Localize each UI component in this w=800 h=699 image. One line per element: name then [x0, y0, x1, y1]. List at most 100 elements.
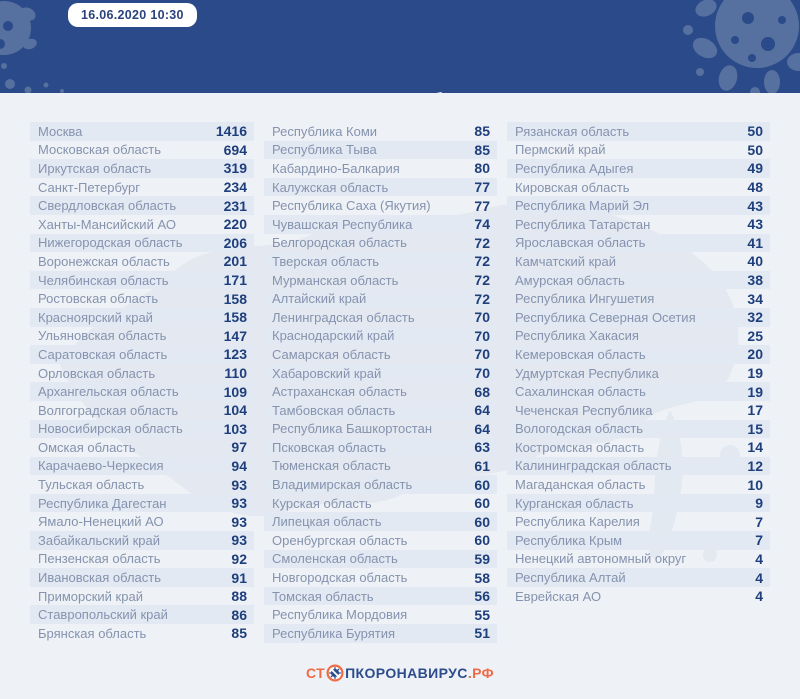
region-name: Республика Бурятия: [272, 625, 396, 641]
region-row: Республика Тыва 85: [264, 140, 497, 160]
region-row: Курская область 60: [264, 494, 497, 513]
region-row: Удмуртская Республика 19: [507, 364, 770, 383]
region-name: Кировская область: [515, 179, 630, 195]
region-row: Камчатский край 40: [507, 252, 770, 271]
region-count: 85: [231, 625, 247, 642]
region-count: 56: [474, 588, 490, 605]
region-name: Алтайский край: [272, 291, 367, 307]
region-count: 68: [474, 383, 490, 400]
region-count: 85: [474, 123, 490, 140]
region-row: Калининградская область 12: [507, 456, 770, 476]
region-row: Ростовская область 158: [30, 289, 254, 308]
region-row: Липецкая область 60: [264, 512, 497, 532]
region-name: Республика Алтай: [515, 570, 626, 586]
region-count: 70: [474, 365, 490, 382]
region-name: Томская область: [272, 588, 374, 604]
region-count: 34: [747, 290, 763, 307]
region-name: Ненецкий автономный округ: [515, 551, 687, 567]
region-row: Чувашская Республика 74: [264, 214, 497, 234]
region-count: 38: [747, 272, 763, 289]
region-row: Республика Алтай 4: [507, 568, 770, 587]
region-row: Еврейская АО 4: [507, 587, 770, 606]
region-count: 93: [231, 495, 247, 512]
region-row: Республика Адыгея 49: [507, 159, 770, 178]
region-name: Забайкальский край: [38, 532, 161, 548]
region-row: Смоленская область 59: [264, 549, 497, 569]
region-row: Брянская область 85: [30, 624, 254, 643]
region-name: Республика Мордовия: [272, 607, 408, 623]
region-count: 25: [747, 327, 763, 344]
region-name: Республика Тыва: [272, 142, 377, 158]
region-row: Рязанская область 50: [507, 122, 770, 141]
region-count: 158: [223, 290, 247, 307]
region-name: Иркутская область: [38, 160, 152, 176]
region-name: Ульяновская область: [38, 328, 167, 344]
region-name: Калининградская область: [515, 458, 672, 474]
region-row: Самарская область 70: [264, 345, 497, 364]
region-count: 72: [474, 290, 490, 307]
cases-count: 8 248: [351, 90, 404, 93]
region-count: 4: [755, 588, 763, 605]
region-row: Ярославская область 41: [507, 233, 770, 253]
region-count: 93: [231, 532, 247, 549]
region-row: Курганская область 9: [507, 493, 770, 513]
region-count: 220: [223, 216, 247, 233]
region-row: Костромская область 14: [507, 438, 770, 457]
header: 16.06.2020 10:30 За последние сутки выяв…: [0, 0, 800, 93]
region-name: Красноярский край: [38, 309, 153, 325]
region-name: Республика Карелия: [515, 514, 640, 530]
region-name: Ростовская область: [38, 291, 159, 307]
region-name: Архангельская область: [38, 384, 179, 400]
region-row: Вологодская область 15: [507, 419, 770, 439]
region-count: 70: [474, 309, 490, 326]
region-row: Тверская область 72: [264, 252, 497, 271]
region-count: 158: [223, 309, 247, 326]
region-count: 15: [747, 420, 763, 437]
region-count: 72: [474, 234, 490, 251]
region-count: 60: [474, 476, 490, 493]
region-column-1: Москва 1416 Московская область 694 Иркутская…: [30, 122, 254, 643]
region-count: 77: [474, 179, 490, 196]
region-row: Челябинская область 171: [30, 270, 254, 290]
region-row: Москва 1416: [30, 122, 254, 141]
region-count: 41: [747, 234, 763, 251]
region-name: Краснодарский край: [272, 328, 395, 344]
region-row: Ульяновская область 147: [30, 327, 254, 346]
region-row: Кемеровская область 20: [507, 345, 770, 364]
region-row: Ханты-Мансийский АО 220: [30, 215, 254, 234]
region-count: 231: [223, 197, 247, 214]
region-name: Нижегородская область: [38, 235, 183, 251]
region-count: 48: [747, 179, 763, 196]
region-name: Липецкая область: [272, 514, 382, 530]
region-name: Орловская область: [38, 365, 156, 381]
region-name: Санкт-Петербург: [38, 179, 140, 195]
region-count: 61: [474, 457, 490, 474]
region-count: 1416: [215, 123, 247, 140]
region-count: 97: [231, 439, 247, 456]
region-row: Республика Крым 7: [507, 531, 770, 550]
region-row: Томская область 56: [264, 586, 497, 606]
region-row: Нижегородская область 206: [30, 233, 254, 253]
region-row: Пензенская область 92: [30, 550, 254, 569]
region-count: 92: [231, 550, 247, 567]
region-row: Алтайский край 72: [264, 289, 497, 308]
region-name: Вологодская область: [515, 421, 644, 437]
region-name: Чеченская Республика: [515, 402, 653, 418]
region-name: Республика Крым: [515, 532, 623, 548]
logo-mid: ПКОРОНАВИРУС: [345, 665, 468, 681]
region-count: 93: [231, 476, 247, 493]
region-count: 7: [755, 513, 763, 530]
region-row: Астраханская область 68: [264, 382, 497, 401]
region-row: Республика Башкортостан 64: [264, 420, 497, 439]
region-row: Тульская область 93: [30, 475, 254, 494]
region-row: Карачаево-Черкесия 94: [30, 456, 254, 476]
region-table: Москва 1416 Московская область 694 Иркутская…: [30, 122, 770, 643]
title-highlight: За последние сутки: [38, 90, 244, 93]
region-count: 60: [474, 532, 490, 549]
region-count: 7: [755, 532, 763, 549]
region-name: Мурманская область: [272, 272, 399, 288]
region-row: Чеченская Республика 17: [507, 401, 770, 420]
region-name: Тюменская область: [272, 458, 391, 474]
region-row: Сахалинская область 19: [507, 382, 770, 401]
region-name: Новгородская область: [272, 570, 408, 586]
